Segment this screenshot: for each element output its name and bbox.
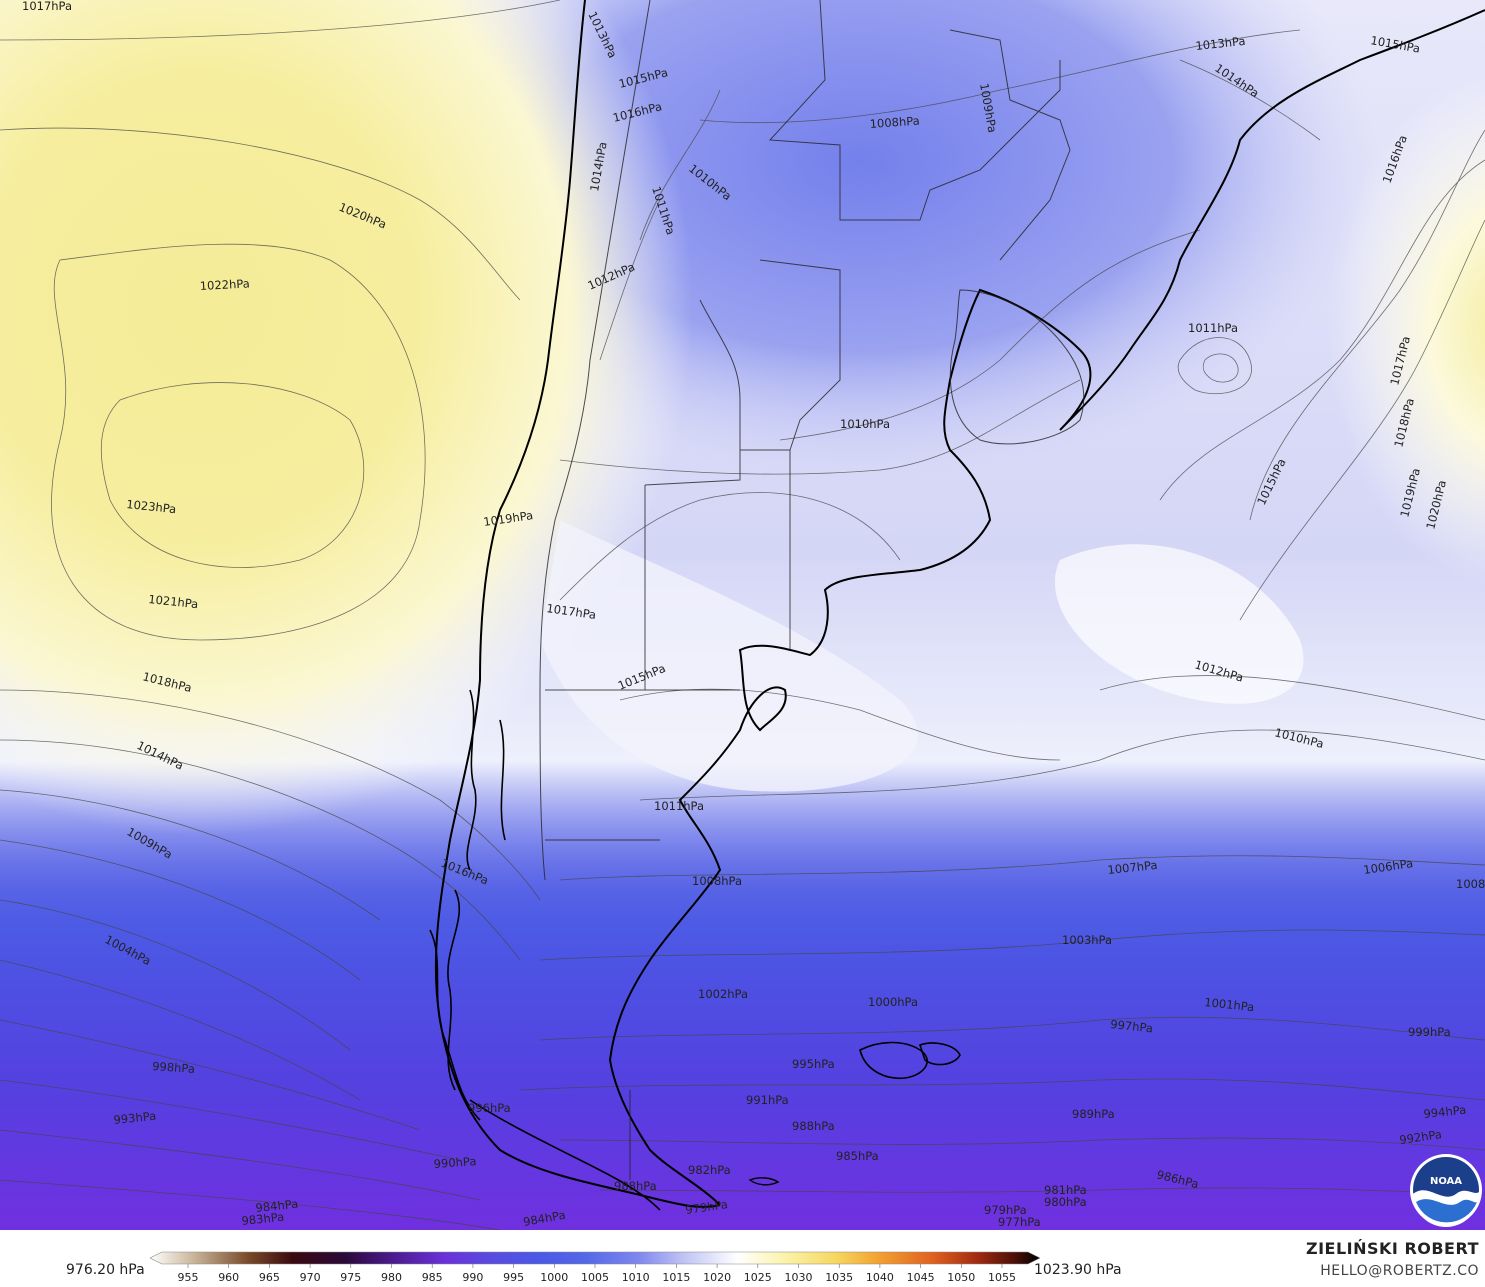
isobar-label: 999hPa: [1408, 1025, 1451, 1039]
isobar-label: 994hPa: [1423, 1103, 1467, 1121]
author-email: HELLO@ROBERTZ.CO: [1320, 1263, 1479, 1279]
isobar-label: 1008hPa: [692, 874, 742, 888]
isobar-label: 990hPa: [433, 1154, 477, 1171]
colorbar-tick-label: 970: [300, 1271, 321, 1284]
isobar-label: 997hPa: [1110, 1017, 1154, 1035]
isobar-label: 996hPa: [468, 1101, 511, 1115]
colorbar-tick-label: 1055: [988, 1271, 1016, 1284]
isobar-label: 977hPa: [998, 1215, 1041, 1229]
isobar-label: 985hPa: [836, 1149, 879, 1163]
colorbar-tick-label: 1005: [581, 1271, 609, 1284]
colorbar-tick-label: 1030: [785, 1271, 813, 1284]
isobar-label: 1002hPa: [698, 987, 748, 1001]
svg-text:NOAA: NOAA: [1430, 1176, 1462, 1187]
colorbar-tick-label: 965: [259, 1271, 280, 1284]
isobar-label: 988hPa: [792, 1119, 835, 1133]
isobar-label: 1011hPa: [1188, 321, 1238, 335]
colorbar-tick-label: 1020: [703, 1271, 731, 1284]
isobar-label: 995hPa: [792, 1057, 835, 1071]
colorbar-max-label: 1023.90 hPa: [1034, 1262, 1122, 1278]
colorbar-tick-label: 1000: [540, 1271, 568, 1284]
staten-island: [748, 1177, 780, 1186]
colorbar-tick-label: 995: [503, 1271, 524, 1284]
colorbar-tick-label: 1025: [744, 1271, 772, 1284]
colorbar-tick-label: 955: [178, 1271, 199, 1284]
isobar-label: 1007hPa: [1107, 858, 1158, 877]
isobar-label: 1017hPa: [22, 0, 72, 13]
noaa-logo: NOAA: [1410, 1154, 1482, 1227]
colorbar-tick-label: 1040: [866, 1271, 894, 1284]
atlantic-ridge: [1054, 544, 1304, 704]
isobar-label: 1023hPa: [126, 497, 177, 516]
pacific-high: [0, 0, 900, 960]
patagonia-ridge: [540, 520, 918, 792]
isobar-lines: [0, 0, 1485, 1231]
isobar-label: 981hPa: [1044, 1183, 1087, 1197]
isobar-label: 980hPa: [1044, 1195, 1087, 1209]
isobar-label: 1017hPa: [546, 601, 597, 622]
colorbar-tick-label: 1015: [662, 1271, 690, 1284]
isobar-label: 984hPa: [255, 1197, 299, 1215]
isobar-label: 1006hPa: [1362, 856, 1413, 877]
isobar-label: 1000hPa: [868, 995, 918, 1009]
colorbar-footer: 976.20 hPa 1023.90 hPa: [0, 1230, 1485, 1287]
chile-archipelago: [429, 689, 661, 1211]
falklands: [859, 1041, 961, 1079]
isobar-label: 1011hPa: [654, 799, 704, 813]
colorbar-tick-label: 960: [218, 1271, 239, 1284]
colorbar-tick-label: 1035: [825, 1271, 853, 1284]
colorbar-tick-label: 1045: [907, 1271, 935, 1284]
isobar-label: 992hPa: [1398, 1127, 1442, 1147]
isobar-label: 979hPa: [684, 1197, 728, 1217]
colorbar: 955 960 965 970 975 980 985 990 995 1000 1005 1010 1…: [150, 1251, 1040, 1284]
author-name: ZIELIŃSKI ROBERT: [1305, 1239, 1479, 1258]
isobar-label: 983hPa: [241, 1210, 285, 1228]
isobar-label: 989hPa: [1072, 1107, 1115, 1121]
colorbar-tick-label: 985: [422, 1271, 443, 1284]
colorbar-tick-label: 975: [340, 1271, 361, 1284]
isobar-label: 1021hPa: [148, 592, 199, 611]
isobar-label: 1010hPa: [840, 417, 890, 431]
isobar-label: 993hPa: [113, 1109, 157, 1127]
isobar-label: 982hPa: [688, 1163, 731, 1177]
isobar-label: 988hPa: [614, 1179, 657, 1193]
colorbar-tick-label: 980: [381, 1271, 402, 1284]
isobar-label: 1003hPa: [1062, 933, 1112, 947]
isobar-label: 1001hPa: [1204, 995, 1255, 1014]
isobar-label: 1013hPa: [1195, 34, 1246, 53]
colorbar-min-label: 976.20 hPa: [66, 1262, 145, 1278]
colorbar-tick-label: 1010: [622, 1271, 650, 1284]
isobar-label: 1022hPa: [199, 276, 250, 293]
isobar-label: 1019hPa: [482, 508, 533, 529]
isobar-label: 1008hPa: [1456, 877, 1485, 891]
isobar-label: 1008hPa: [869, 114, 920, 131]
political-borders: [539, 0, 1085, 1180]
pressure-map: 1017hPa 1020hPa 1022hPa 1023hPa 1021hPa …: [0, 0, 1485, 1231]
colorbar-tick-label: 1050: [947, 1271, 975, 1284]
colorbar-tick-label: 990: [462, 1271, 483, 1284]
isobar-label: 979hPa: [984, 1203, 1027, 1217]
isobar-label: 998hPa: [152, 1059, 196, 1076]
isobar-label: 991hPa: [746, 1093, 789, 1107]
